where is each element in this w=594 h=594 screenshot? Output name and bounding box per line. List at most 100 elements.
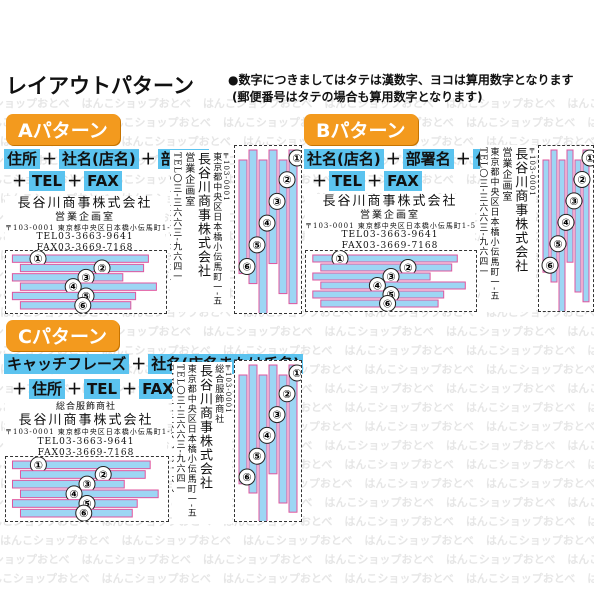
watermark-text: はんこショップおとべ [485,534,594,547]
number-circle [268,192,286,210]
watermark-text: はんこショップおとべ [101,344,211,357]
sample-column: 長谷川商事株式会社 [195,152,210,278]
watermark-text: はんこショップおとべ [324,97,434,110]
watermark-text: はんこショップおとべ [364,477,474,490]
watermark-text: はんこショップおとべ [445,382,556,395]
diagram-number: ⑥ [242,261,251,274]
sample-column: 〒103-0001 [222,152,230,202]
watermark-text: はんこショップおとべ [202,325,313,338]
watermark-text: はんこショップおとべ [364,363,474,376]
plus-sign: ＋ [385,150,401,168]
sample-column: 長谷川商事株式会社 [512,147,528,273]
diagram-number: ⑥ [79,507,88,520]
diagram-number: ④ [262,429,271,442]
watermark-text: はんこショップおとべ [567,382,594,395]
watermark-text: はんこショップおとべ [587,515,594,528]
diagram-bar [582,149,590,303]
diagram-bar [238,159,248,275]
number-circle [565,192,583,210]
watermark-text: はんこショップおとべ [222,572,333,585]
sample-column: FAX〇三-三六六九-七一六八 [172,364,173,524]
number-circle [268,406,286,424]
diagram-number: ⑥ [383,298,392,311]
sample-line: 〒103-0001 東京都中央区日本橋小伝馬町1-5 [305,221,477,230]
diagram-number: ⑥ [242,471,251,484]
diagram-bar [288,149,298,305]
sample-line: TEL03-3663-9641 [36,231,134,242]
number-circle [581,149,594,167]
watermark-text: はんこショップおとべ [445,325,556,338]
formula-term: FAX [84,171,122,191]
formula-term: FAX [139,379,177,399]
number-circle [573,170,591,188]
horizontal-sample: 総合服飾商社 長谷川商事株式会社 〒103-0001 東京都中央区日本橋小伝馬町1-… [5,402,175,458]
watermark-text: はんこショップおとべ [81,97,191,110]
formula-term: 住所 [4,149,41,169]
formula-line: ＋ TEL ＋ FAX [310,170,422,191]
sample-line: TEL03-3663-9641 [37,436,135,447]
diagram-number: ⑤ [553,238,562,251]
sample-column: 〒103-0001 [528,147,536,197]
sample-column: TEL〇三-三六六三-九六四一 [480,147,488,277]
watermark-text: はんこショップおとべ [445,553,556,566]
formula-term: FAX [384,171,422,191]
formula-term: キャッチフレーズ [4,354,130,374]
pattern-label: Cパターン [6,320,119,351]
watermark-text: はんこショップおとべ [485,135,594,148]
watermark-row: はんこショップおとべはんこショップおとべはんこショップおとべはんこショップおとべ… [0,570,594,586]
number-circle [278,385,296,403]
sample-column: TEL〇三-三六六三-九六四一 [174,364,185,494]
watermark-text: はんこショップおとべ [465,401,576,414]
sample-line: FAX03-3669-7168 [36,242,134,253]
watermark-text: はんこショップおとべ [587,458,594,471]
pattern-label: Bパターン [304,114,418,145]
watermark-text: はんこショップおとべ [587,344,594,357]
watermark-text: はんこショップおとべ [567,97,594,110]
watermark-text: はんこショップおとべ [465,344,576,357]
watermark-text: はんこショップおとべ [324,382,434,395]
watermark-text: はんこショップおとべ [567,325,594,338]
diagram-bar [11,460,151,470]
plus-sign: ＋ [122,380,138,398]
diagram-number: ⑥ [78,299,87,312]
diagram-number: ④ [262,217,271,230]
diagram-number: ⑤ [386,289,395,302]
sample-column: 営業企画室 [500,147,511,202]
watermark-row: はんこショップおとべはんこショップおとべはんこショップおとべはんこショップおとべ… [0,532,594,548]
note: (郵便番号はタテの場合も算用数字となります) [232,90,483,104]
sample-line: TEL03-3663-9641 [341,229,439,240]
diagram-number: ① [33,253,42,266]
diagram-number: ② [403,262,412,275]
number-circle [557,213,575,231]
watermark-text: はんこショップおとべ [465,572,576,585]
formula-term: TEL [84,379,121,399]
sample-column: 長谷川商事株式会社 [197,364,212,490]
diagram-number: ⑥ [545,259,554,272]
diagram-number: ③ [272,195,281,208]
watermark-text: はんこショップおとべ [101,116,211,129]
page-title: レイアウトパターン [6,74,194,98]
watermark-text: はんこショップおとべ [587,572,594,585]
watermark-text: はんこショップおとべ [445,439,556,452]
diagram-number: ② [282,388,291,401]
watermark-text: はんこショップおとべ [485,363,594,376]
sample-line: FAX03-3669-7168 [341,240,439,251]
sample-column: 東京都中央区日本橋小伝馬町一-五 [488,147,499,302]
number-circle [549,235,567,253]
vertical-sample: 〒103-0001 東京都中央区日本橋小伝馬町一-五 長谷川商事株式会社 営業企画室 T… [170,150,230,312]
watermark-text: はんこショップおとべ [101,572,211,585]
watermark-text: はんこショップおとべ [364,534,474,547]
plus-sign: ＋ [367,172,383,190]
diagram-bar [258,374,268,523]
watermark-text: はんこショップおとべ [567,553,594,566]
watermark-text: はんこショップおとべ [324,325,434,338]
watermark-text: はんこショップおとべ [465,116,576,129]
watermark-text: はんこショップおとべ [364,420,474,433]
sample-column: 営業企画室 [182,152,194,207]
watermark-text: はんこショップおとべ [202,97,313,110]
watermark-text: はんこショップおとべ [121,534,231,547]
